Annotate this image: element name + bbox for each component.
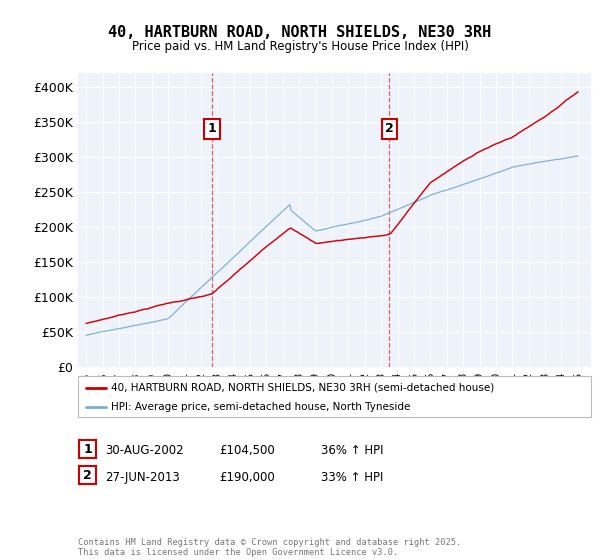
Text: 30-AUG-2002: 30-AUG-2002 bbox=[105, 444, 184, 458]
Text: Contains HM Land Registry data © Crown copyright and database right 2025.
This d: Contains HM Land Registry data © Crown c… bbox=[78, 538, 461, 557]
Text: £104,500: £104,500 bbox=[219, 444, 275, 458]
Text: 33% ↑ HPI: 33% ↑ HPI bbox=[321, 470, 383, 484]
Text: Price paid vs. HM Land Registry's House Price Index (HPI): Price paid vs. HM Land Registry's House … bbox=[131, 40, 469, 53]
Text: 36% ↑ HPI: 36% ↑ HPI bbox=[321, 444, 383, 458]
Text: 27-JUN-2013: 27-JUN-2013 bbox=[105, 470, 180, 484]
Text: 1: 1 bbox=[208, 122, 216, 136]
Text: 2: 2 bbox=[385, 122, 394, 136]
Text: 1: 1 bbox=[83, 442, 92, 456]
Text: 40, HARTBURN ROAD, NORTH SHIELDS, NE30 3RH: 40, HARTBURN ROAD, NORTH SHIELDS, NE30 3… bbox=[109, 25, 491, 40]
Text: HPI: Average price, semi-detached house, North Tyneside: HPI: Average price, semi-detached house,… bbox=[112, 402, 411, 412]
Text: 40, HARTBURN ROAD, NORTH SHIELDS, NE30 3RH (semi-detached house): 40, HARTBURN ROAD, NORTH SHIELDS, NE30 3… bbox=[112, 383, 494, 393]
Text: 2: 2 bbox=[83, 469, 92, 482]
Text: £190,000: £190,000 bbox=[219, 470, 275, 484]
